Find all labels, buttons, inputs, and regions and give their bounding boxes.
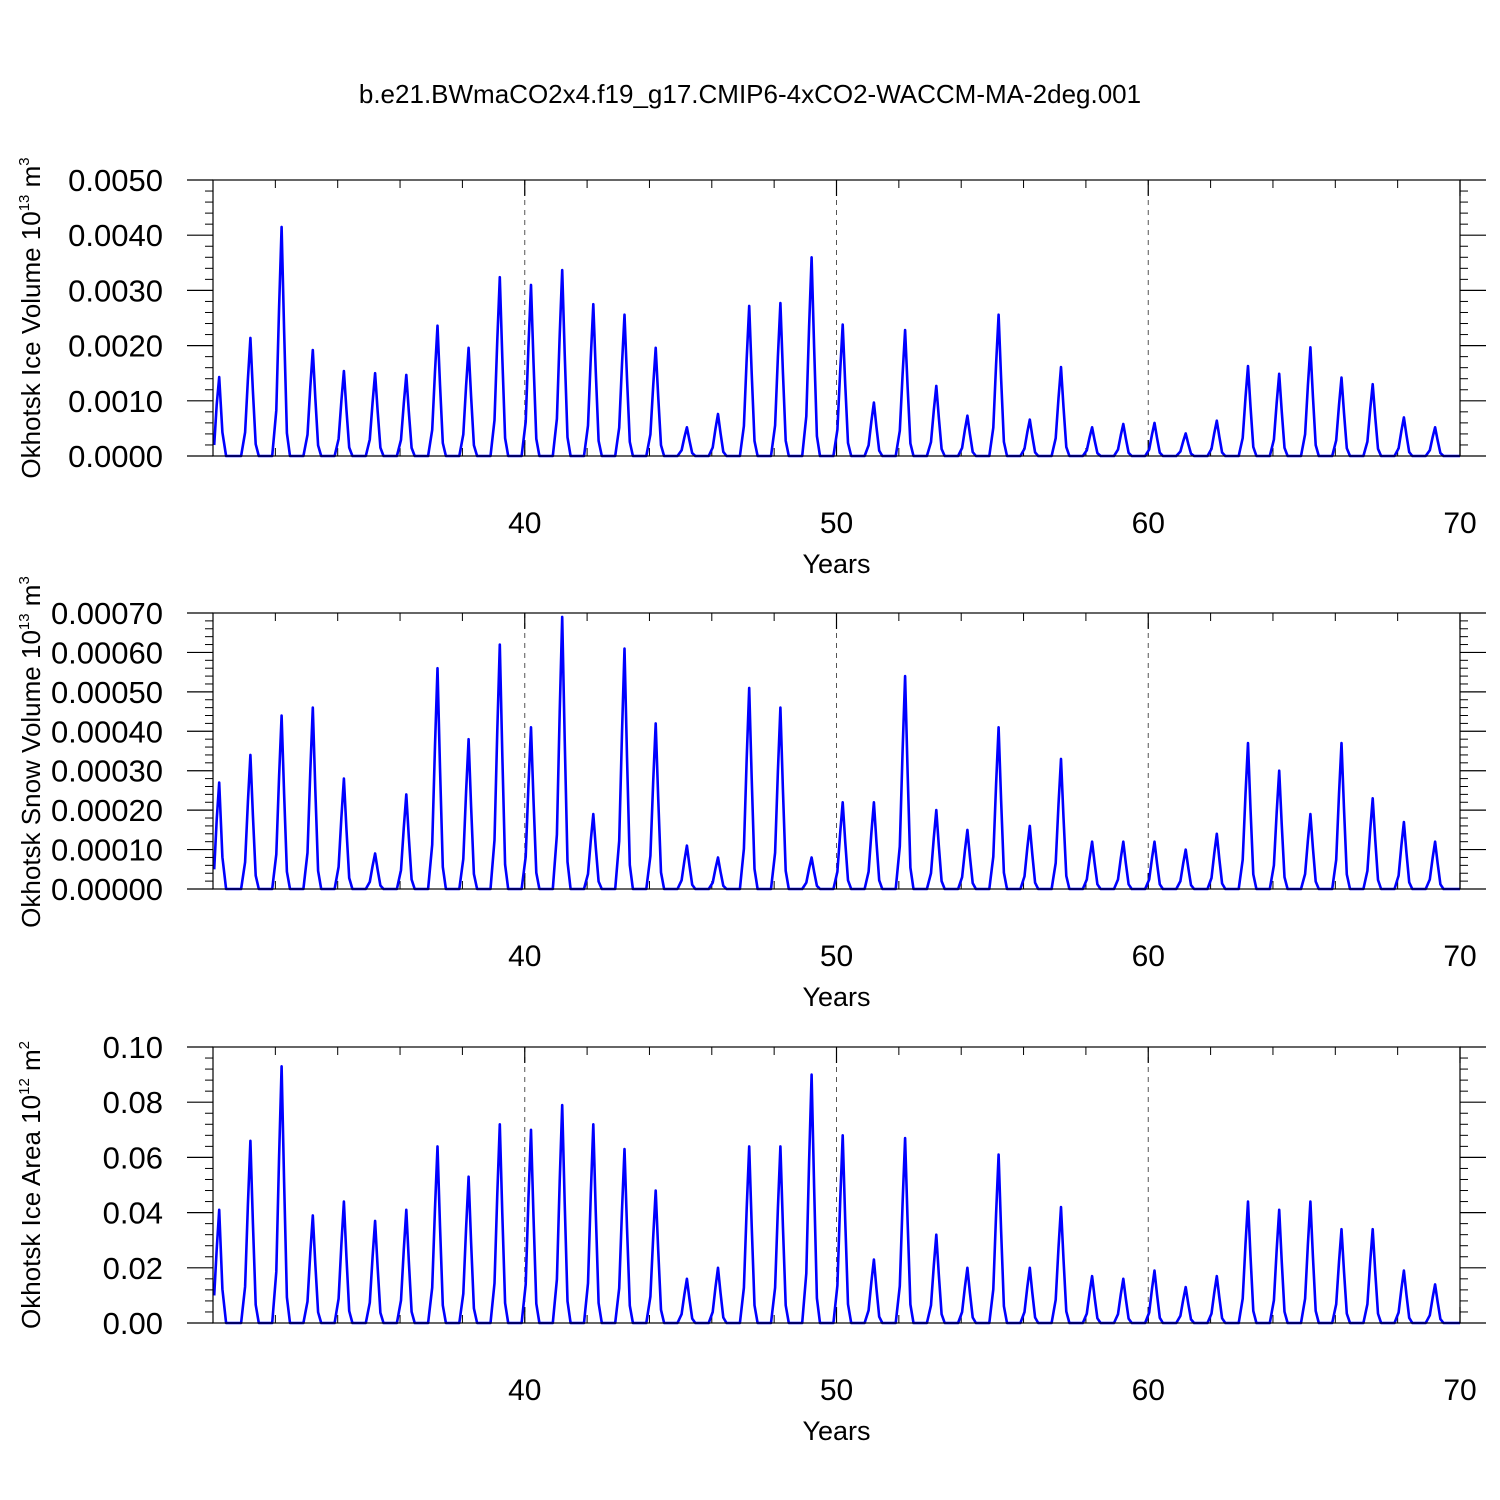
y-tick-label: 0.00030 <box>51 754 163 789</box>
panel-ice-area: 40 50 60 70 0.00 0.02 0.04 0.06 0.08 0.10 Years Okh… <box>16 1030 1486 1446</box>
x-axis-label: Years <box>802 549 870 579</box>
y-axis-label: Okhotsk Snow Volume 1013 m3 <box>16 576 46 928</box>
y-tick-label: 0.10 <box>103 1030 163 1065</box>
y-tick-label: 0.00060 <box>51 635 163 670</box>
x-tick-label: 50 <box>820 1374 853 1407</box>
y-tick-label: 0.00010 <box>51 833 163 868</box>
panels: 40 50 60 700.00000.00100.00200.00300.00400.… <box>16 157 1486 1446</box>
x-axis-label: Years <box>802 982 870 1012</box>
panel-ice-volume: 40 50 60 70 0.0000 0.0010 0.0020 0.0030 0.0040 0.… <box>16 157 1486 579</box>
y-tick-label: 0.0040 <box>68 218 163 253</box>
y-tick-label: 0.00050 <box>51 675 163 710</box>
x-tick-label: 50 <box>820 940 853 973</box>
x-tick-label: 40 <box>508 940 541 973</box>
y-tick-label: 0.0030 <box>68 273 163 308</box>
x-tick-label: 50 <box>820 507 853 540</box>
y-tick-label: 0.02 <box>103 1251 163 1286</box>
x-tick-label: 40 <box>508 507 541 540</box>
y-tick-label: 0.00 <box>103 1306 163 1341</box>
x-tick-label: 60 <box>1132 940 1165 973</box>
y-tick-label: 0.00000 <box>51 872 163 907</box>
y-tick-label: 0.0010 <box>68 384 163 419</box>
y-tick-label: 0.08 <box>103 1085 163 1120</box>
y-tick-label: 0.00040 <box>51 714 163 749</box>
x-tick-label: 60 <box>1132 1374 1165 1407</box>
x-tick-label: 40 <box>508 1374 541 1407</box>
x-tick-label: 60 <box>1132 507 1165 540</box>
y-tick-label: 0.06 <box>103 1140 163 1175</box>
y-axis-label: Okhotsk Ice Volume 1013 m3 <box>16 157 46 478</box>
series-line-snow-volume <box>212 615 1460 891</box>
y-tick-label: 0.00020 <box>51 793 163 828</box>
y-tick-label: 0.0000 <box>68 439 163 474</box>
panel-snow-volume: 40 50 60 70 0.00000 0.00010 0.00020 0.00030 0.00… <box>16 576 1486 1012</box>
x-tick-label: 70 <box>1443 1374 1476 1407</box>
x-tick-label: 70 <box>1443 940 1476 973</box>
plot-frame <box>212 1046 1461 1324</box>
y-tick-label: 0.04 <box>103 1196 163 1231</box>
series-line-ice-area <box>212 1065 1460 1325</box>
y-tick-label: 0.0050 <box>68 163 163 198</box>
chart-title: b.e21.BWmaCO2x4.f19_g17.CMIP6-4xCO2-WACC… <box>359 79 1141 109</box>
plot-frame <box>212 612 1461 890</box>
x-tick-label: 70 <box>1443 507 1476 540</box>
y-axis-label: Okhotsk Ice Area 1012 m2 <box>16 1041 46 1329</box>
plot-frame <box>212 179 1461 457</box>
series-line-ice-volume <box>212 225 1460 458</box>
y-tick-label: 0.0020 <box>68 329 163 364</box>
y-tick-label: 0.00070 <box>51 596 163 631</box>
x-axis-label: Years <box>802 1416 870 1446</box>
